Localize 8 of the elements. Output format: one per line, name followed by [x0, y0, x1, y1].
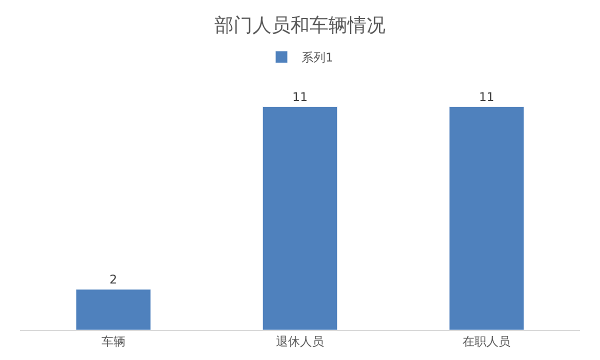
data-label: 11: [479, 90, 494, 104]
data-label: 2: [110, 272, 118, 286]
x-tick-label: 在职人员: [462, 334, 511, 348]
x-tick-label: 退休人员: [276, 334, 324, 348]
chart-title: 部门人员和车辆情况: [214, 14, 386, 36]
legend-label: 系列1: [302, 50, 334, 65]
data-label: 11: [292, 90, 308, 104]
x-tick-label: 车辆: [101, 334, 126, 348]
